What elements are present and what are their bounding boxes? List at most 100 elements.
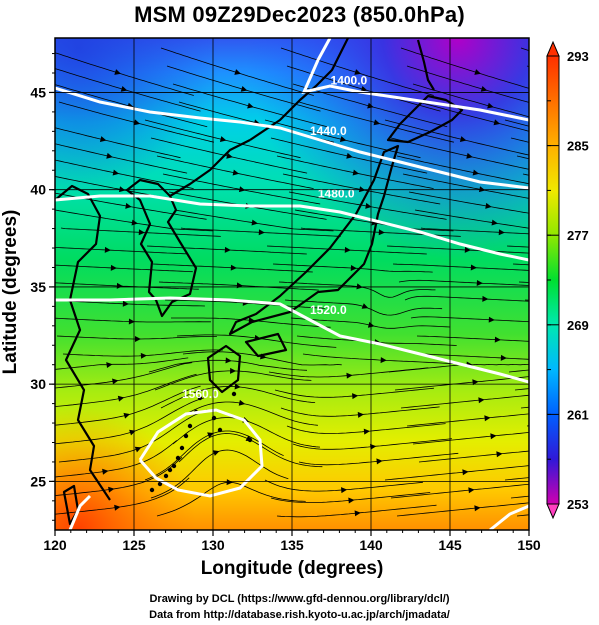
streamline-arrow [352,393,359,400]
island [231,391,237,397]
streamline-arrow [346,372,353,379]
streamline-arrow [591,265,597,271]
streamline-arrow [592,379,598,385]
streamline-arrow [128,318,135,325]
island [187,423,193,429]
colorbar-label: 293 [567,49,589,64]
coastline-shikoku [244,332,288,358]
streamline-arrow [490,433,497,440]
streamline-arrow [116,282,123,289]
streamline-arrow [110,264,117,271]
streamline-arrow [112,169,120,176]
streamline-arrow [212,450,220,456]
streamline-arrow [370,443,377,450]
contour-1480 [55,194,529,262]
streamline-arrow [354,510,361,517]
island [179,445,185,451]
coastline-kyushu [206,344,242,394]
streamline-arrow [464,246,471,253]
x-tick-label: 145 [438,537,462,553]
x-tick-label: 140 [359,537,383,553]
streamline-arrow [363,428,370,435]
streamline-arrow [378,229,385,236]
streamline-arrow [474,69,481,75]
streamline-arrow [472,169,480,176]
streamline-arrow [478,186,486,193]
streamline-arrow [134,335,141,342]
streamline-arrow [224,246,231,253]
streamline-arrow [380,357,387,364]
streamline-arrow [585,247,591,253]
streamline-arrow [360,85,368,92]
streamline-arrow [367,102,374,109]
streamline [531,318,599,326]
island [217,427,223,433]
coastline-russia [249,38,349,141]
streamline-arrow [134,446,142,453]
streamline-arrow [588,487,594,493]
streamline-arrow [230,367,237,374]
streamline-arrow [373,119,381,126]
contour-1440 [55,86,529,190]
contour-label: 1560.0 [182,387,219,401]
streamline-arrow [350,265,357,271]
streamline-arrow [104,246,111,253]
streamline-arrow [487,102,494,109]
contour-1400 [301,38,529,122]
coastline-sakhalin [416,39,435,91]
streamline [520,406,529,409]
streamline-arrow [232,169,240,176]
contour-1520 [55,296,529,384]
streamline-arrow [108,486,115,493]
streamline-arrow [485,202,492,209]
streamline-arrow [488,316,495,323]
streamline-arrow [462,469,469,476]
y-tick-label: 40 [30,182,46,198]
streamline-arrow [120,85,128,92]
streamline-arrow [582,469,588,475]
streamline-arrow [344,246,351,253]
streamline-arrow [247,102,254,109]
streamline-arrow [251,219,258,226]
streamline-arrow [238,399,246,406]
streamline-arrow [498,229,505,236]
streamline [528,192,529,193]
island [157,481,163,487]
streamline-arrow [352,169,360,176]
streamline-arrow [472,379,479,386]
colorbar-label: 269 [567,318,589,333]
streamline-arrow [466,152,473,159]
streamline-arrow [133,119,141,126]
streamline-arrow [230,264,237,271]
streamline-arrow [500,354,507,361]
streamline-arrow [339,136,347,142]
streamline-arrow [248,317,255,324]
island [163,473,169,479]
island [171,463,177,469]
colorbar-label: 253 [567,497,589,512]
streamline-arrow [586,362,592,368]
streamline [533,428,599,444]
height-contours [55,38,529,530]
streamline-arrow [594,69,599,75]
island [247,437,253,443]
streamline-arrow [240,85,248,92]
y-tick-label: 25 [30,473,46,489]
data-source-credit: Data from http://database.rish.kyoto-u.a… [149,609,450,621]
streamline [526,65,529,68]
contour-1560-east [489,504,529,530]
x-tick-label: 150 [517,537,541,553]
streamline-arrow [348,497,355,504]
colorbar-max-arrow [546,40,560,57]
streamline-arrow [125,202,132,209]
streamline-arrow [494,336,501,343]
y-tick-label: 45 [30,84,46,100]
streamline-arrow [365,202,372,209]
streamline-arrow [593,170,599,176]
streamline-arrow [140,352,147,359]
streamline [533,84,599,127]
x-tick-label: 130 [201,537,225,553]
contour-label: 1440.0 [310,124,347,138]
streamline-arrow [106,362,113,369]
streamline-arrow [493,119,501,126]
